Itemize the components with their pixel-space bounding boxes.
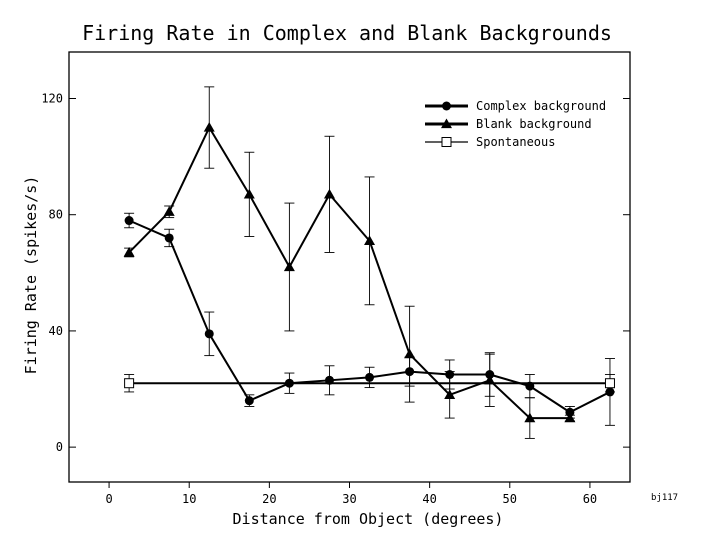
legend: Complex background Blank background Sponta… (425, 99, 606, 149)
y-axis-ticks: 0 40 80 120 (41, 91, 630, 454)
x-tick-label: 20 (262, 492, 276, 506)
data-point (164, 233, 174, 243)
legend-label: Blank background (476, 117, 592, 131)
data-point (604, 378, 615, 389)
data-point (365, 372, 375, 382)
legend-item-blank-background: Blank background (425, 117, 592, 131)
y-tick-label: 120 (41, 91, 63, 105)
data-point (444, 389, 456, 399)
x-axis-ticks: 0 10 20 30 40 50 60 (105, 482, 597, 506)
data-point (123, 246, 135, 257)
data-point (203, 122, 215, 132)
legend-marker (441, 118, 452, 129)
x-tick-label: 30 (342, 492, 356, 506)
data-point (323, 188, 335, 199)
data-point (124, 216, 134, 226)
data-point (404, 348, 416, 359)
series-layer (123, 86, 615, 439)
y-tick-label: 40 (49, 324, 63, 338)
x-tick-label: 10 (182, 492, 196, 506)
legend-marker (441, 137, 452, 147)
legend-item-spontaneous: Spontaneous (425, 135, 555, 149)
x-axis-label: Distance from Object (degrees) (233, 510, 504, 528)
series-line (128, 126, 570, 420)
data-point (484, 374, 496, 385)
data-point (244, 396, 254, 406)
series-blank-background (123, 86, 576, 439)
legend-label: Complex background (476, 99, 606, 113)
legend-label: Spontaneous (476, 135, 555, 149)
data-point (524, 412, 536, 423)
y-axis-label: Firing Rate (spikes/s) (22, 176, 40, 375)
data-point (564, 412, 576, 423)
data-point (565, 407, 575, 417)
x-tick-label: 40 (422, 492, 436, 506)
series-spontaneous (124, 374, 615, 393)
x-tick-label: 50 (503, 492, 517, 506)
data-point (204, 329, 214, 339)
data-point (243, 188, 255, 199)
data-point (124, 378, 135, 389)
data-point (364, 235, 376, 245)
y-tick-label: 0 (56, 440, 63, 454)
data-point (163, 206, 175, 216)
legend-marker (442, 101, 451, 111)
data-point (283, 261, 295, 272)
x-tick-label: 60 (583, 492, 597, 506)
x-tick-label: 0 (105, 492, 112, 506)
y-tick-label: 80 (49, 208, 63, 222)
chart-title: Firing Rate in Complex and Blank Backgro… (82, 21, 612, 45)
legend-item-complex-background: Complex background (425, 99, 606, 113)
corner-label: bj117 (651, 493, 678, 503)
